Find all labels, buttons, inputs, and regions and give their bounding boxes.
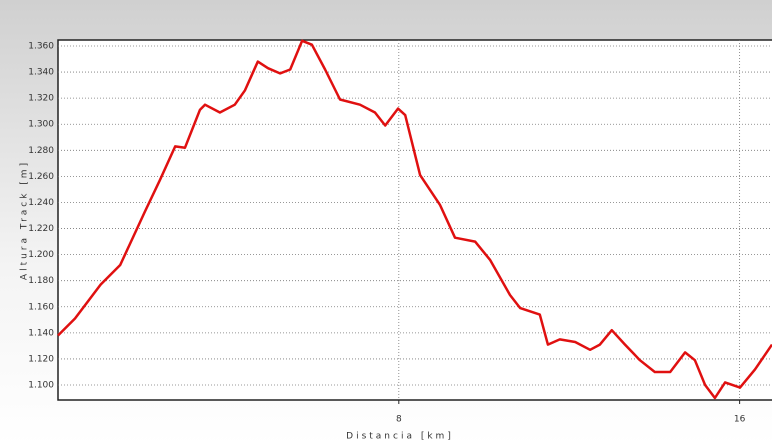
y-tick-label: 1.280 bbox=[28, 146, 54, 156]
y-tick-label: 1.100 bbox=[28, 381, 54, 391]
y-tick-label: 1.220 bbox=[28, 224, 54, 234]
y-tick-label: 1.140 bbox=[28, 328, 54, 338]
y-tick-label: 1.200 bbox=[28, 250, 54, 260]
y-tick-label: 1.360 bbox=[28, 41, 54, 51]
y-tick-label: 1.180 bbox=[28, 276, 54, 286]
y-tick-label: 1.260 bbox=[28, 172, 54, 182]
plot-area bbox=[57, 39, 772, 401]
y-tick-label: 1.300 bbox=[28, 120, 54, 130]
x-tick-label: 16 bbox=[734, 415, 746, 425]
y-tick-label: 1.320 bbox=[28, 94, 54, 104]
y-tick-label: 1.340 bbox=[28, 68, 54, 78]
y-tick-label: 1.240 bbox=[28, 198, 54, 208]
y-tick-label: 1.120 bbox=[28, 354, 54, 364]
x-tick-label: 8 bbox=[396, 415, 402, 425]
elevation-line bbox=[57, 39, 772, 400]
x-axis-label: Distancia [km] bbox=[346, 432, 454, 442]
y-axis-label: Altura Track [m] bbox=[20, 160, 30, 280]
y-tick-label: 1.160 bbox=[28, 302, 54, 312]
